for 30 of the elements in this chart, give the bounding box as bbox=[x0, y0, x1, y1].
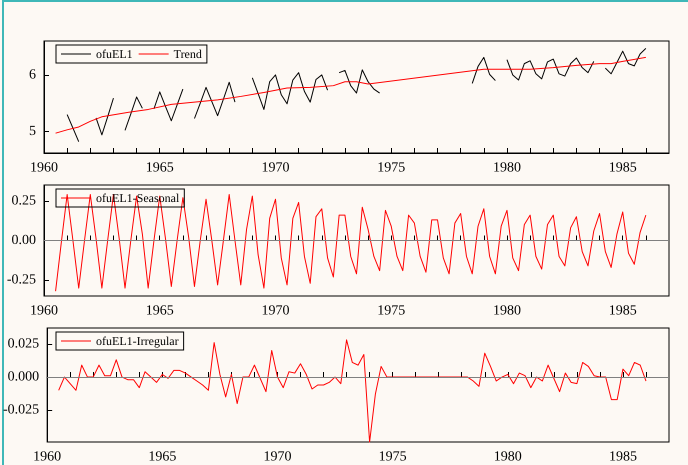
y-tick-label: 6 bbox=[29, 67, 36, 82]
y-tick-label: 0.25 bbox=[12, 193, 36, 208]
x-tick-label: 1970 bbox=[261, 304, 290, 318]
x-tick-label: 1960 bbox=[33, 450, 62, 464]
legend-label: Trend bbox=[174, 47, 202, 61]
line-series bbox=[55, 194, 646, 292]
x-tick-label: 1970 bbox=[261, 160, 290, 176]
x-tick-label: 1985 bbox=[608, 450, 637, 464]
y-tick-label: 0.025 bbox=[8, 336, 40, 352]
x-tick-label: 1960 bbox=[30, 160, 58, 176]
x-tick-label: 1965 bbox=[148, 450, 176, 464]
x-tick-label: 1960 bbox=[30, 304, 58, 318]
y-tick-label: -0.25 bbox=[6, 272, 36, 288]
x-tick-label: 1975 bbox=[377, 304, 406, 318]
legend-label: ofuEL1-Irregular bbox=[96, 334, 179, 348]
legend-label: ofuEL1 bbox=[96, 47, 133, 61]
x-tick-label: 1975 bbox=[378, 450, 407, 464]
x-tick-label: 1965 bbox=[146, 304, 174, 318]
x-tick-label: 1965 bbox=[146, 160, 174, 176]
y-tick-label: 5 bbox=[29, 124, 36, 140]
x-tick-label: 1985 bbox=[608, 304, 637, 318]
line-series bbox=[55, 56, 646, 134]
y-tick-label: 0.00 bbox=[12, 233, 36, 248]
x-tick-label: 1980 bbox=[492, 160, 521, 176]
x-tick-label: 1970 bbox=[263, 450, 292, 464]
x-tick-label: 1975 bbox=[377, 160, 406, 176]
x-tick-label: 1985 bbox=[608, 160, 637, 176]
y-tick-label: 0.000 bbox=[8, 370, 40, 385]
x-tick-label: 1980 bbox=[494, 450, 522, 464]
x-tick-label: 1980 bbox=[492, 304, 521, 318]
